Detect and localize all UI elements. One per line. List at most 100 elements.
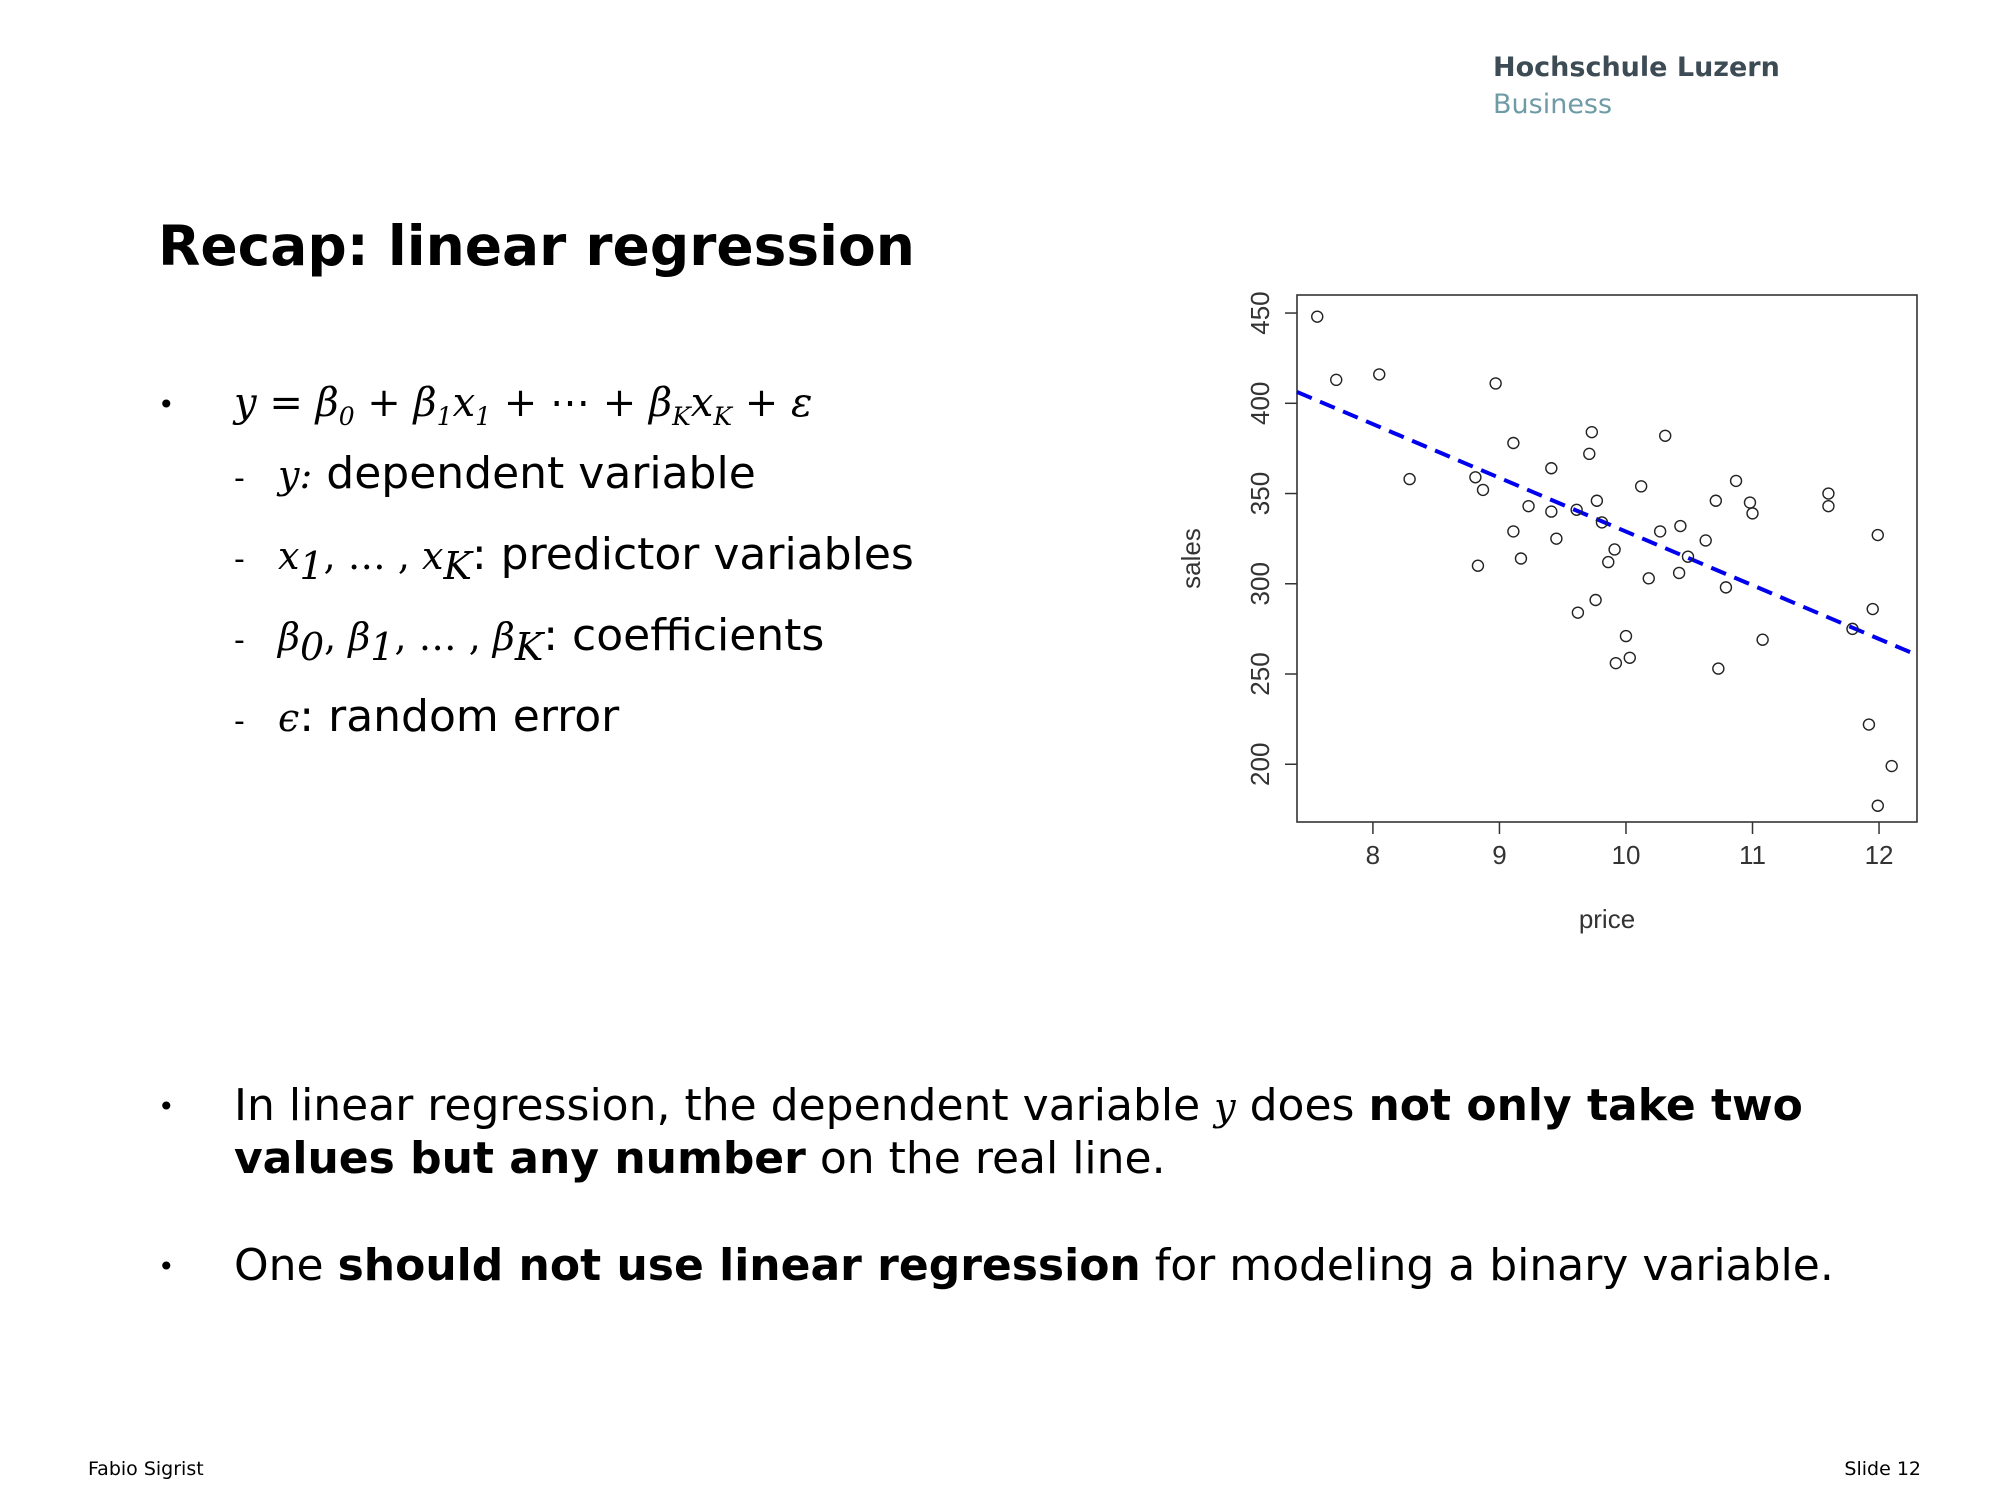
data-point bbox=[1571, 606, 1585, 619]
def-sub-1: 1 bbox=[370, 624, 395, 669]
formula-beta1-sub: 1 bbox=[436, 402, 453, 431]
bullet-symbol-y: y bbox=[1214, 1085, 1236, 1129]
data-point bbox=[1659, 429, 1672, 442]
def-symbol-xK: x bbox=[422, 534, 444, 578]
bullet-text: for modeling a binary variable. bbox=[1140, 1240, 1834, 1291]
formula-xK: x bbox=[690, 380, 714, 426]
data-point bbox=[1862, 718, 1876, 731]
data-point bbox=[1507, 436, 1520, 450]
y-tick-label: 250 bbox=[1245, 652, 1275, 695]
data-point bbox=[1570, 503, 1583, 516]
data-point bbox=[1589, 593, 1602, 607]
x-tick-label: 8 bbox=[1366, 840, 1380, 870]
data-point bbox=[1846, 622, 1859, 636]
bullet-linear-regression-range: In linear regression, the dependent vari… bbox=[234, 1080, 1894, 1185]
data-point bbox=[1756, 633, 1769, 646]
footer-author: Fabio Sigrist bbox=[88, 1458, 204, 1480]
def-sub-K: K bbox=[443, 543, 472, 588]
x-tick-label: 10 bbox=[1612, 840, 1641, 870]
data-point bbox=[1609, 656, 1623, 670]
data-point bbox=[1585, 425, 1599, 439]
data-point bbox=[1712, 662, 1725, 675]
dash-marker: - bbox=[234, 542, 245, 577]
data-point bbox=[1634, 480, 1648, 493]
bullet-bold-text: not only take two values but any number bbox=[234, 1080, 1803, 1184]
formula-plus1: + bbox=[354, 380, 414, 426]
data-point bbox=[1653, 525, 1667, 538]
data-point bbox=[1311, 310, 1324, 323]
data-point bbox=[1885, 759, 1898, 773]
data-point bbox=[1608, 543, 1621, 556]
data-point bbox=[1822, 487, 1835, 500]
def-text: : predictor variables bbox=[471, 529, 914, 580]
bullet-binary-warning: One should not use linear regression for… bbox=[234, 1240, 1934, 1292]
formula-x1: x bbox=[452, 380, 476, 426]
bullet-marker: • bbox=[158, 388, 175, 421]
bullet-text: One bbox=[234, 1240, 338, 1291]
formula-plus2: + ⋯ + bbox=[491, 380, 649, 426]
x-axis-label: price bbox=[1579, 904, 1635, 934]
formula-beta1: β bbox=[413, 380, 437, 426]
def-text: : coefficients bbox=[543, 610, 825, 661]
data-point bbox=[1746, 507, 1759, 520]
data-point bbox=[1489, 377, 1502, 390]
bullet-text: In linear regression, the dependent vari… bbox=[234, 1080, 1215, 1131]
def-sub-0: 0 bbox=[299, 624, 325, 669]
data-point bbox=[1871, 799, 1884, 812]
data-point bbox=[1719, 581, 1733, 594]
def-symbol-beta0: β bbox=[278, 615, 300, 659]
data-point bbox=[1403, 472, 1416, 486]
formula-betaK: β bbox=[648, 380, 673, 426]
def-sub-K: K bbox=[514, 624, 544, 669]
def-symbol-betaK: β bbox=[492, 615, 515, 659]
data-point bbox=[1699, 534, 1712, 547]
logo-line-hochschule: Hochschule Luzern bbox=[1493, 52, 1780, 83]
bullet-marker: • bbox=[158, 1250, 175, 1283]
data-point bbox=[1729, 474, 1743, 488]
definition-dependent: - y: dependent variable bbox=[234, 446, 756, 507]
y-tick-label: 300 bbox=[1245, 562, 1275, 605]
x-tick-label: 11 bbox=[1739, 840, 1766, 870]
def-symbol-x1: x bbox=[278, 534, 300, 578]
price-sales-scatter-chart: 8 9 10 11 12 200 250 300 350 400 450 price sales bbox=[1176, 291, 1918, 934]
def-sub-1: 1 bbox=[299, 543, 324, 588]
data-point bbox=[1545, 462, 1558, 475]
dash-marker: - bbox=[234, 623, 245, 658]
formula-x1-sub: 1 bbox=[475, 402, 492, 431]
formula-xK-sub: K bbox=[713, 402, 732, 431]
data-point bbox=[1743, 496, 1757, 509]
def-text: : random error bbox=[299, 691, 620, 742]
def-symbol-epsilon: ϵ bbox=[278, 696, 300, 740]
data-point bbox=[1602, 555, 1615, 569]
data-point bbox=[1522, 499, 1535, 513]
data-point bbox=[1373, 368, 1386, 381]
formula-beta0-sub: 0 bbox=[338, 402, 355, 431]
dash-marker: - bbox=[234, 461, 245, 496]
data-point bbox=[1507, 525, 1520, 538]
data-point bbox=[1681, 550, 1695, 563]
bullet-text: does bbox=[1235, 1080, 1369, 1131]
formula-y: y bbox=[234, 380, 257, 426]
footer-slide-number: Slide 12 bbox=[1844, 1458, 1921, 1480]
data-point bbox=[1619, 629, 1633, 643]
def-symbol-y: y: bbox=[278, 453, 313, 497]
data-point bbox=[1674, 519, 1687, 533]
data-point bbox=[1672, 566, 1686, 580]
bullet-bold-text: should not use linear regression bbox=[337, 1240, 1141, 1291]
dash-marker: - bbox=[234, 704, 245, 739]
data-point bbox=[1709, 494, 1723, 507]
x-tick-label: 12 bbox=[1865, 840, 1894, 870]
formula-eq: = bbox=[256, 380, 316, 426]
regression-formula: y = β0 + β1x1 + ⋯ + βKxK + ε bbox=[234, 380, 812, 431]
logo-line-business: Business bbox=[1493, 89, 1613, 120]
definition-coefficients: - β0, β1, … , βK: coefficients bbox=[234, 608, 824, 675]
definition-error: - ϵ: random error bbox=[234, 689, 619, 750]
y-axis-label: sales bbox=[1176, 528, 1206, 589]
y-tick-label: 350 bbox=[1245, 472, 1275, 515]
data-point bbox=[1590, 494, 1604, 507]
data-point bbox=[1469, 471, 1482, 484]
data-point bbox=[1642, 572, 1655, 585]
formula-beta0: β bbox=[315, 380, 339, 426]
data-point bbox=[1330, 373, 1343, 387]
university-logo: Hochschule Luzern Business bbox=[1493, 50, 1780, 124]
